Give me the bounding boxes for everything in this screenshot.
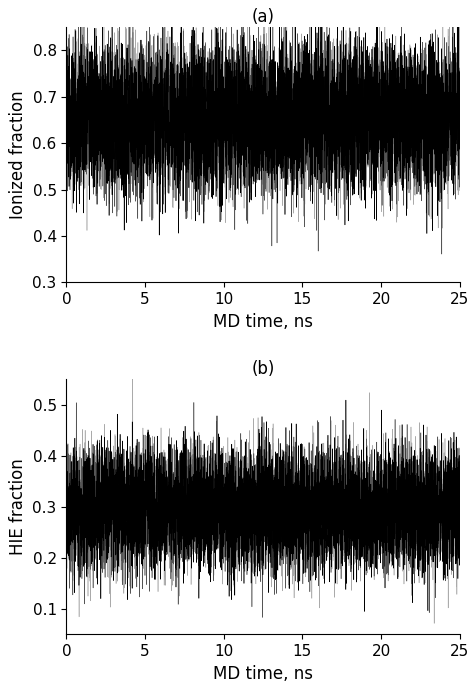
- Title: (a): (a): [252, 8, 274, 26]
- Y-axis label: Ionized fraction: Ionized fraction: [9, 91, 27, 219]
- Y-axis label: HIE fraction: HIE fraction: [9, 458, 27, 555]
- Title: (b): (b): [251, 359, 275, 378]
- X-axis label: MD time, ns: MD time, ns: [213, 312, 313, 331]
- X-axis label: MD time, ns: MD time, ns: [213, 664, 313, 682]
